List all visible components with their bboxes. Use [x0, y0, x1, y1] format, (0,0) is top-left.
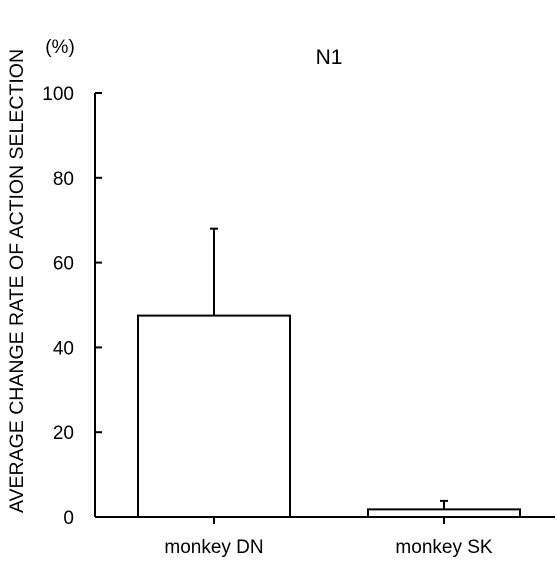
bar — [367, 508, 521, 519]
y-tick-label: 80 — [53, 169, 74, 190]
y-tick-label: 20 — [53, 423, 74, 444]
x-category-label: monkey SK — [395, 537, 492, 558]
chart-title: N1 — [316, 46, 343, 69]
y-tick-label: 0 — [63, 508, 74, 529]
y-axis-unit: (%) — [45, 37, 75, 58]
chart-marks: 0 20 40 60 80 100 monkey DN monkey SK — [42, 84, 521, 558]
x-category-label: monkey DN — [164, 537, 263, 558]
y-axis-label: AVERAGE CHANGE RATE OF ACTION SELECTION — [6, 49, 28, 513]
y-tick-label: 100 — [42, 84, 74, 105]
y-tick-label: 60 — [53, 254, 74, 275]
bar — [137, 314, 291, 518]
y-tick-label: 40 — [53, 338, 74, 359]
